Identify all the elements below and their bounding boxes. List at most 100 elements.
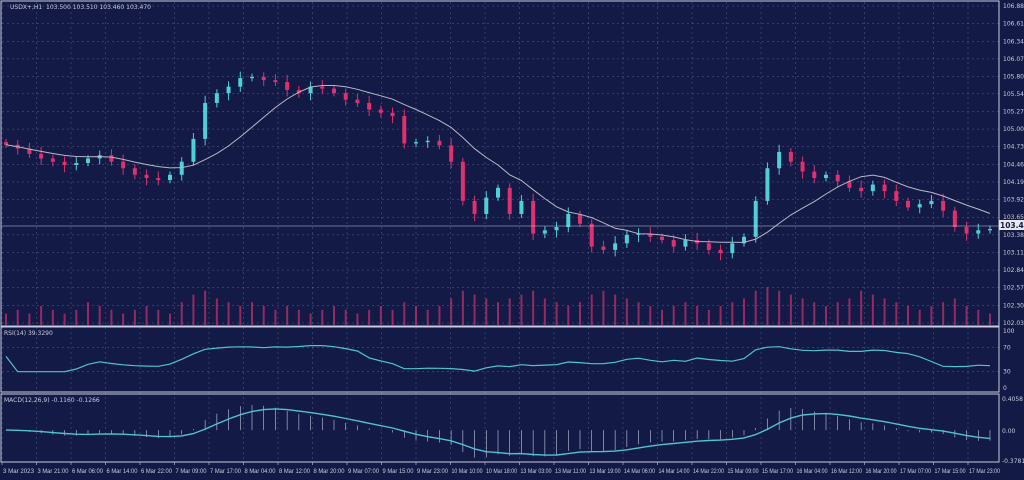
candle-body[interactable] <box>648 233 653 237</box>
candle-body[interactable] <box>917 204 922 208</box>
candles[interactable] <box>4 71 992 261</box>
candle-body[interactable] <box>882 184 887 192</box>
candle-body[interactable] <box>4 142 8 145</box>
candle-body[interactable] <box>941 200 946 211</box>
candle-body[interactable] <box>449 145 454 162</box>
candle-body[interactable] <box>660 236 664 241</box>
candle-body[interactable] <box>390 112 395 117</box>
candle-body[interactable] <box>589 223 594 247</box>
candle-body[interactable] <box>542 230 547 234</box>
moving-average-line <box>5 85 991 243</box>
candle-body[interactable] <box>50 158 55 162</box>
candle-body[interactable] <box>847 181 852 188</box>
candle-body[interactable] <box>894 191 899 201</box>
candle-body[interactable] <box>437 140 442 146</box>
candle-body[interactable] <box>168 174 172 181</box>
candle-body[interactable] <box>238 78 243 87</box>
candle-body[interactable] <box>378 109 383 113</box>
candle-body[interactable] <box>109 155 114 162</box>
candle-body[interactable] <box>952 210 957 228</box>
candle-body[interactable] <box>296 89 301 94</box>
candle-body[interactable] <box>250 76 254 79</box>
candle-body[interactable] <box>355 99 360 103</box>
candle-body[interactable] <box>121 161 126 169</box>
time-tick-label: 9 Mar 23:00 <box>417 469 449 475</box>
candle-body[interactable] <box>132 168 137 175</box>
candle-body[interactable] <box>718 249 723 254</box>
candle-body[interactable] <box>870 184 875 192</box>
candle-body[interactable] <box>367 102 372 110</box>
time-tick-label: 10 Mar 10:00 <box>452 469 484 475</box>
candle-body[interactable] <box>214 93 219 103</box>
candle-body[interactable] <box>343 93 348 100</box>
candle-body[interactable] <box>671 240 676 247</box>
candle-body[interactable] <box>203 102 208 139</box>
candle-body[interactable] <box>402 116 407 144</box>
candle-body[interactable] <box>578 213 582 224</box>
rsi-panel[interactable] <box>5 345 991 373</box>
candle-body[interactable] <box>835 174 840 182</box>
candle-body[interactable] <box>788 151 793 162</box>
candle-body[interactable] <box>261 76 266 81</box>
candle-body[interactable] <box>179 161 184 175</box>
candle-body[interactable] <box>636 233 641 235</box>
candle-body[interactable] <box>800 161 805 172</box>
candle-body[interactable] <box>285 82 290 90</box>
candle-body[interactable] <box>86 158 90 164</box>
volume-bar <box>145 306 148 325</box>
candle-body[interactable] <box>964 227 969 234</box>
candle-body[interactable] <box>496 187 500 198</box>
candle-body[interactable] <box>566 213 571 228</box>
candle-body[interactable] <box>554 227 559 231</box>
candle-body[interactable] <box>859 187 864 192</box>
volume-bar <box>75 309 78 325</box>
candle-body[interactable] <box>27 148 32 154</box>
candle-body[interactable] <box>39 153 44 159</box>
candle-body[interactable] <box>906 200 910 208</box>
candle-body[interactable] <box>777 151 782 169</box>
volume-bar <box>215 298 218 325</box>
candle-body[interactable] <box>929 200 934 205</box>
candle-body[interactable] <box>484 197 489 214</box>
candle-body[interactable] <box>62 161 67 165</box>
volume-bar <box>297 309 300 325</box>
candle-body[interactable] <box>472 200 477 214</box>
candle-body[interactable] <box>613 243 618 250</box>
candle-body[interactable] <box>988 228 992 231</box>
candle-body[interactable] <box>624 234 629 244</box>
candle-body[interactable] <box>753 200 758 237</box>
candle-body[interactable] <box>332 88 336 94</box>
time-tick-label: 17 Mar 07:00 <box>900 469 932 475</box>
candle-body[interactable] <box>226 86 231 94</box>
candle-body[interactable] <box>976 230 981 234</box>
time-tick-label: 14 Mar 22:00 <box>693 469 725 475</box>
candle-body[interactable] <box>425 140 430 143</box>
candle-body[interactable] <box>320 86 325 89</box>
candle-body[interactable] <box>74 163 79 165</box>
candle-body[interactable] <box>730 243 735 254</box>
candle-body[interactable] <box>683 240 688 247</box>
candle-body[interactable] <box>742 236 746 244</box>
candle-body[interactable] <box>156 178 161 181</box>
volume-bar <box>450 298 453 325</box>
candle-body[interactable] <box>144 174 149 179</box>
candle-body[interactable] <box>308 86 313 94</box>
candle-body[interactable] <box>191 138 196 162</box>
candle-body[interactable] <box>765 168 770 201</box>
time-tick-label: 8 Mar 12:00 <box>279 469 311 475</box>
candle-body[interactable] <box>507 187 512 214</box>
price-tick-label: 105.270 <box>1003 108 1024 115</box>
candle-body[interactable] <box>460 161 465 201</box>
candle-body[interactable] <box>519 200 524 214</box>
candle-body[interactable] <box>812 171 817 179</box>
candle-body[interactable] <box>824 174 828 179</box>
candle-body[interactable] <box>601 246 606 250</box>
price-tick-label: 104.190 <box>1003 179 1024 186</box>
candle-body[interactable] <box>273 80 278 83</box>
time-tick-label: 17 Mar 23:00 <box>969 469 1001 475</box>
candle-body[interactable] <box>706 243 711 250</box>
volume-bar <box>251 302 253 325</box>
candle-body[interactable] <box>414 142 418 144</box>
candle-body[interactable] <box>531 200 536 234</box>
